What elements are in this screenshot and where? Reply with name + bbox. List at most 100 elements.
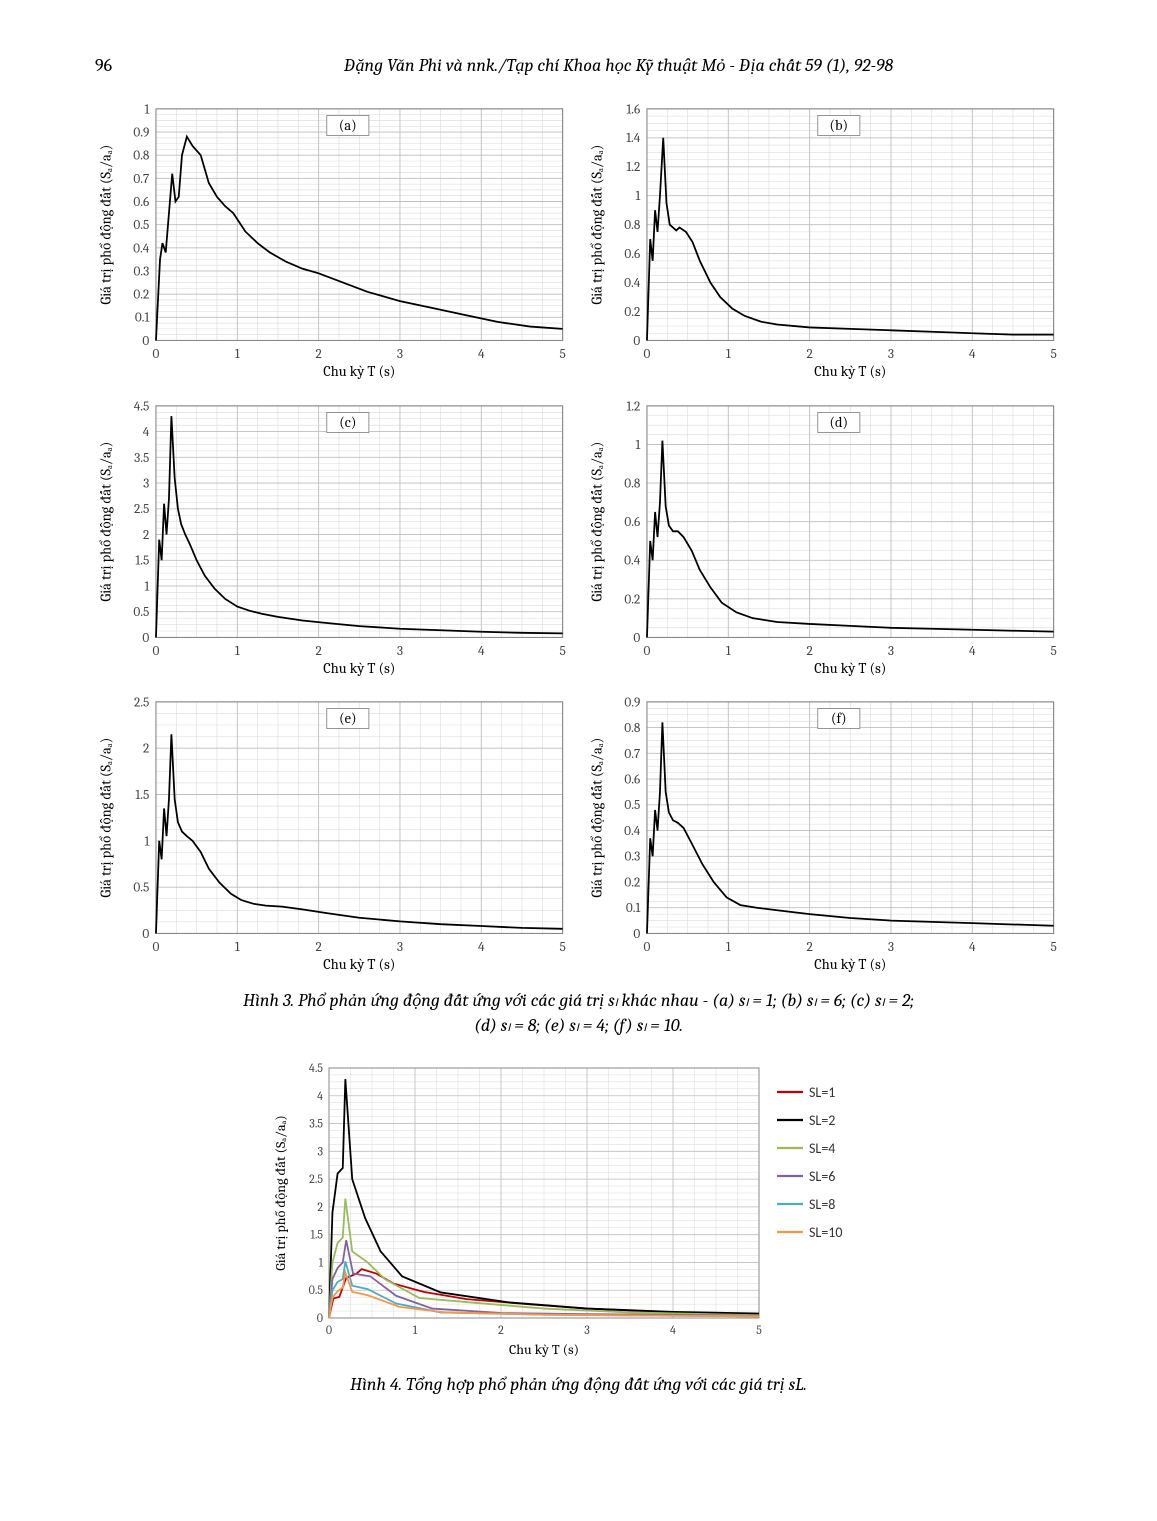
svg-text:1: 1 — [235, 347, 240, 362]
svg-text:0.8: 0.8 — [624, 721, 641, 736]
svg-text:3: 3 — [887, 644, 893, 659]
svg-text:0: 0 — [316, 1311, 322, 1325]
svg-text:1.2: 1.2 — [626, 399, 640, 414]
svg-text:SL=8: SL=8 — [809, 1196, 835, 1213]
figure-3-caption-line1: Hình 3. Phổ phản ứng động đất ứng với cá… — [243, 990, 914, 1011]
svg-text:(d): (d) — [829, 413, 847, 430]
svg-text:0.8: 0.8 — [624, 476, 641, 491]
svg-text:3: 3 — [887, 940, 893, 955]
svg-text:Chu kỳ T (s): Chu kỳ T (s) — [814, 956, 886, 973]
svg-text:Chu kỳ T (s): Chu kỳ T (s) — [323, 363, 395, 380]
panel-c: 01234500.511.522.533.544.5Chu kỳ T (s)Gi… — [95, 397, 572, 680]
svg-text:(a): (a) — [339, 117, 357, 134]
svg-text:0.2: 0.2 — [624, 876, 640, 891]
svg-text:3: 3 — [887, 347, 893, 362]
svg-text:0: 0 — [325, 1323, 331, 1337]
svg-text:0.6: 0.6 — [624, 247, 640, 262]
svg-text:1: 1 — [412, 1323, 417, 1337]
svg-text:5: 5 — [756, 1323, 762, 1337]
figure-4-chart: 01234500.511.522.533.544.5Chu kỳ T (s)Gi… — [95, 1060, 1062, 1360]
svg-text:5: 5 — [1050, 644, 1056, 659]
panel-a: 01234500.10.20.30.40.50.60.70.80.91Chu k… — [95, 100, 572, 383]
svg-text:5: 5 — [559, 940, 565, 955]
page-header: 96 Đặng Văn Phi và nnk./Tạp chí Khoa học… — [95, 55, 1062, 76]
svg-text:0: 0 — [643, 940, 650, 955]
svg-text:3: 3 — [317, 1144, 323, 1158]
svg-text:1.2: 1.2 — [626, 160, 640, 175]
svg-text:2: 2 — [315, 940, 321, 955]
svg-text:2: 2 — [143, 742, 149, 757]
svg-text:0.4: 0.4 — [133, 241, 150, 256]
svg-text:4.5: 4.5 — [308, 1061, 322, 1075]
svg-text:0.4: 0.4 — [624, 276, 641, 291]
svg-text:3.5: 3.5 — [134, 450, 149, 465]
svg-text:5: 5 — [559, 347, 565, 362]
svg-text:SL=2: SL=2 — [809, 1112, 835, 1129]
svg-text:(e): (e) — [339, 710, 356, 727]
svg-text:2: 2 — [806, 347, 812, 362]
page-number: 96 — [95, 55, 175, 76]
svg-text:4: 4 — [478, 644, 485, 659]
svg-text:0: 0 — [142, 630, 149, 645]
svg-text:0.5: 0.5 — [133, 605, 149, 620]
svg-text:2.5: 2.5 — [134, 695, 149, 710]
svg-text:0: 0 — [153, 347, 160, 362]
svg-text:0.7: 0.7 — [624, 747, 640, 762]
svg-text:1: 1 — [318, 1256, 323, 1270]
figure-3-grid: 01234500.10.20.30.40.50.60.70.80.91Chu k… — [95, 100, 1062, 976]
svg-text:0.4: 0.4 — [624, 824, 641, 839]
svg-text:5: 5 — [559, 644, 565, 659]
svg-text:5: 5 — [1050, 347, 1056, 362]
svg-text:1: 1 — [725, 940, 730, 955]
svg-text:Chu kỳ T (s): Chu kỳ T (s) — [814, 659, 886, 676]
svg-text:3: 3 — [397, 644, 403, 659]
svg-text:0: 0 — [153, 644, 160, 659]
svg-text:0.8: 0.8 — [133, 149, 150, 164]
svg-text:4: 4 — [670, 1323, 676, 1337]
svg-text:0: 0 — [142, 334, 149, 349]
svg-text:4: 4 — [478, 347, 485, 362]
svg-text:0: 0 — [153, 940, 160, 955]
svg-text:1: 1 — [144, 834, 149, 849]
svg-text:4: 4 — [969, 347, 976, 362]
svg-text:0.1: 0.1 — [625, 901, 640, 916]
panel-e: 01234500.511.522.5Chu kỳ T (s)Giá trị ph… — [95, 693, 572, 976]
svg-text:2: 2 — [315, 347, 321, 362]
svg-text:SL=10: SL=10 — [809, 1224, 842, 1241]
svg-text:4: 4 — [969, 940, 976, 955]
svg-text:1.5: 1.5 — [135, 553, 149, 568]
svg-text:0: 0 — [633, 927, 640, 942]
svg-text:0.1: 0.1 — [135, 311, 150, 326]
svg-text:2: 2 — [317, 1200, 323, 1214]
panel-f: 01234500.10.20.30.40.50.60.70.80.9Chu kỳ… — [586, 693, 1063, 976]
svg-text:3.5: 3.5 — [309, 1117, 323, 1131]
svg-text:1: 1 — [635, 189, 640, 204]
svg-text:3: 3 — [143, 476, 149, 491]
svg-text:Giá trị phổ động đất (Sₐ/aₐ): Giá trị phổ động đất (Sₐ/aₐ) — [98, 738, 115, 898]
svg-text:Giá trị phổ động đất (Sₐ/aₐ): Giá trị phổ động đất (Sₐ/aₐ) — [588, 441, 605, 601]
svg-text:0.5: 0.5 — [624, 798, 640, 813]
svg-text:SL=1: SL=1 — [809, 1084, 835, 1101]
svg-text:1.6: 1.6 — [626, 102, 640, 117]
svg-text:4: 4 — [317, 1089, 323, 1103]
svg-text:Giá trị phổ động đất (Sₐ/aₐ): Giá trị phổ động đất (Sₐ/aₐ) — [98, 145, 115, 305]
svg-text:Giá trị phổ động đất (Sₐ/aₐ): Giá trị phổ động đất (Sₐ/aₐ) — [588, 145, 605, 305]
svg-text:2.5: 2.5 — [134, 502, 149, 517]
svg-text:0: 0 — [643, 644, 650, 659]
svg-text:5: 5 — [1050, 940, 1056, 955]
svg-text:0.5: 0.5 — [133, 881, 149, 896]
svg-text:2: 2 — [806, 940, 812, 955]
svg-text:1: 1 — [235, 644, 240, 659]
svg-text:0.2: 0.2 — [133, 288, 149, 303]
svg-text:1.5: 1.5 — [135, 788, 149, 803]
svg-text:0.3: 0.3 — [624, 850, 640, 865]
svg-text:0.6: 0.6 — [624, 515, 640, 530]
svg-text:0.6: 0.6 — [133, 195, 149, 210]
svg-text:0.4: 0.4 — [624, 553, 641, 568]
svg-text:1: 1 — [725, 347, 730, 362]
svg-text:Giá trị phổ động đất (Sₐ/aₐ): Giá trị phổ động đất (Sₐ/aₐ) — [272, 1115, 289, 1270]
panel-d: 01234500.20.40.60.811.2Chu kỳ T (s)Giá t… — [586, 397, 1063, 680]
svg-text:1: 1 — [235, 940, 240, 955]
svg-text:4: 4 — [143, 425, 150, 440]
svg-text:SL=4: SL=4 — [809, 1140, 835, 1157]
